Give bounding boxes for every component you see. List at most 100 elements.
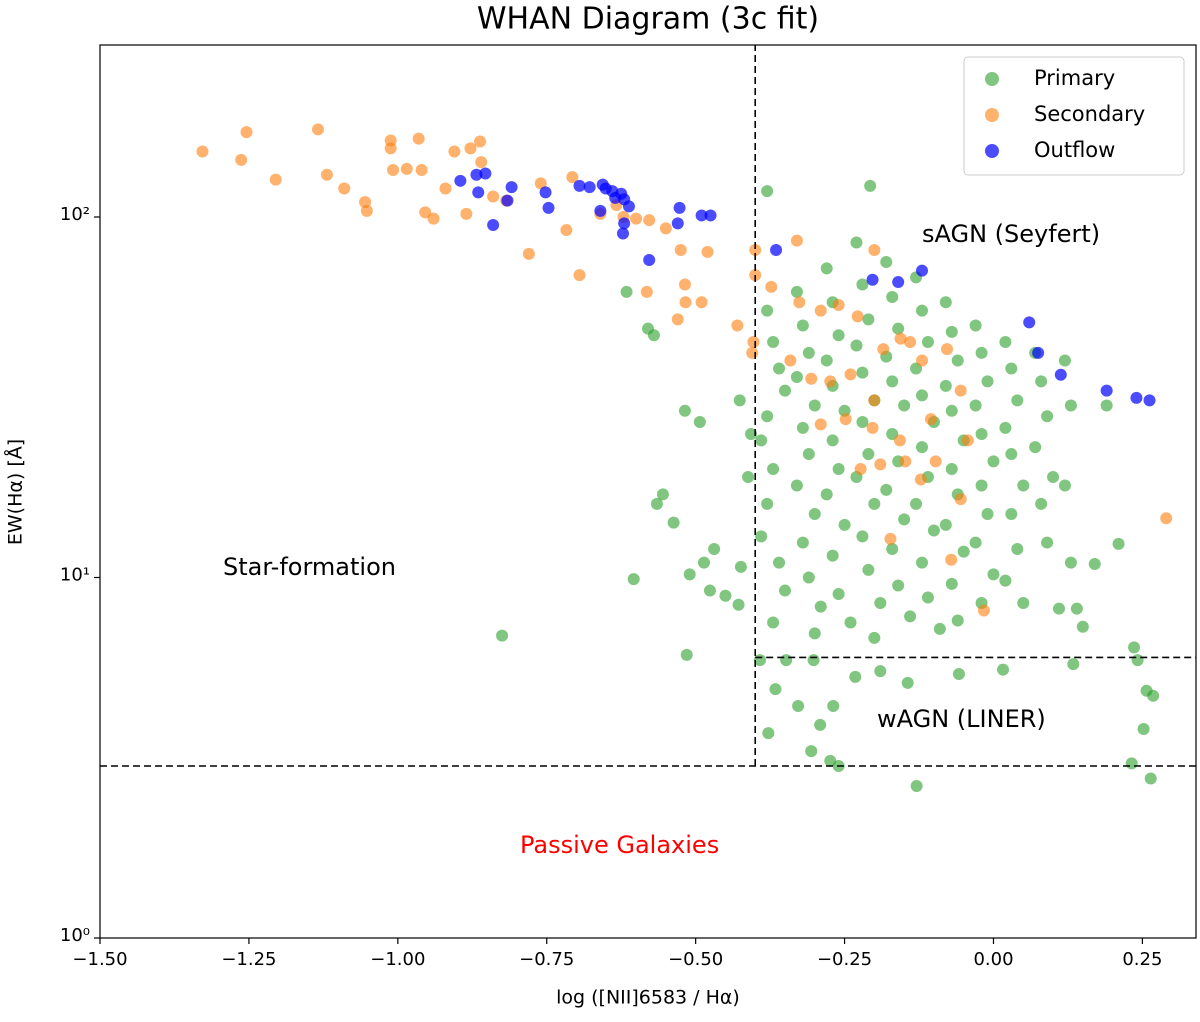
annotation: wAGN (LINER): [877, 705, 1046, 733]
point: [773, 556, 786, 569]
point: [464, 142, 477, 155]
point: [472, 186, 485, 199]
point: [620, 285, 633, 298]
point: [856, 530, 869, 543]
point: [470, 168, 483, 181]
point: [862, 448, 875, 461]
point: [874, 596, 887, 609]
point: [761, 304, 774, 317]
point: [850, 339, 863, 352]
x-tick-label: −1.25: [221, 949, 276, 970]
point: [719, 589, 732, 602]
point: [820, 488, 833, 501]
legend-label: Primary: [1034, 66, 1115, 90]
point: [770, 243, 783, 256]
point: [487, 190, 500, 203]
point: [1017, 596, 1030, 609]
x-axis-label: log ([NII]6583 / Hα): [556, 987, 740, 1009]
point: [680, 648, 693, 661]
point: [904, 336, 917, 349]
legend-label: Secondary: [1034, 102, 1145, 126]
point: [952, 667, 965, 680]
point: [1130, 391, 1143, 404]
point: [844, 616, 857, 629]
point: [864, 179, 877, 192]
point: [745, 428, 758, 441]
point: [844, 368, 857, 381]
point: [773, 362, 786, 375]
y-axis-label: EW(Hα) [Å]: [4, 439, 27, 545]
annotation: Star-formation: [223, 553, 396, 581]
point: [1070, 602, 1083, 615]
point: [999, 574, 1012, 587]
point: [640, 285, 653, 298]
point: [868, 497, 881, 510]
point: [945, 404, 958, 417]
point: [522, 247, 535, 260]
point: [805, 745, 818, 758]
point: [808, 508, 821, 521]
point: [975, 479, 988, 492]
point: [1147, 689, 1160, 702]
point: [814, 718, 827, 731]
point: [832, 329, 845, 342]
point: [695, 296, 708, 309]
point: [975, 346, 988, 359]
point: [1041, 536, 1054, 549]
point: [539, 186, 552, 199]
point: [969, 399, 982, 412]
point: [360, 204, 373, 217]
point: [856, 366, 869, 379]
point: [910, 497, 923, 510]
point: [969, 319, 982, 332]
point: [975, 428, 988, 441]
point: [939, 518, 952, 531]
point: [269, 173, 282, 186]
point: [747, 336, 760, 349]
point: [981, 508, 994, 521]
point: [1137, 722, 1150, 735]
point: [415, 164, 428, 177]
point: [1035, 497, 1048, 510]
point: [945, 577, 958, 590]
point: [826, 549, 839, 562]
point: [695, 209, 708, 222]
legend-label: Outflow: [1034, 138, 1115, 162]
point: [1041, 410, 1054, 423]
point: [945, 462, 958, 475]
point: [1112, 537, 1125, 550]
point: [849, 670, 862, 683]
legend-marker: [985, 144, 999, 158]
plot-area: [100, 45, 1196, 793]
point: [805, 372, 818, 385]
point: [235, 153, 248, 166]
point: [656, 488, 669, 501]
point: [892, 579, 905, 592]
point: [826, 434, 839, 447]
point: [898, 399, 911, 412]
point: [704, 209, 717, 222]
point: [910, 780, 923, 793]
point: [916, 556, 928, 569]
point: [674, 243, 687, 256]
point: [496, 629, 509, 642]
point: [866, 273, 879, 286]
point: [630, 212, 643, 225]
point: [916, 354, 928, 367]
point: [927, 524, 940, 537]
point: [981, 375, 994, 388]
point: [643, 253, 656, 266]
point: [951, 354, 964, 367]
point: [733, 394, 746, 407]
point: [790, 479, 803, 492]
point: [1005, 508, 1018, 521]
point: [987, 455, 1000, 468]
point: [1100, 384, 1113, 397]
y-tick-label: 10⁰: [60, 925, 90, 946]
point: [779, 384, 791, 397]
point: [880, 483, 893, 496]
point: [732, 598, 745, 611]
point: [678, 404, 691, 417]
point: [874, 458, 887, 471]
